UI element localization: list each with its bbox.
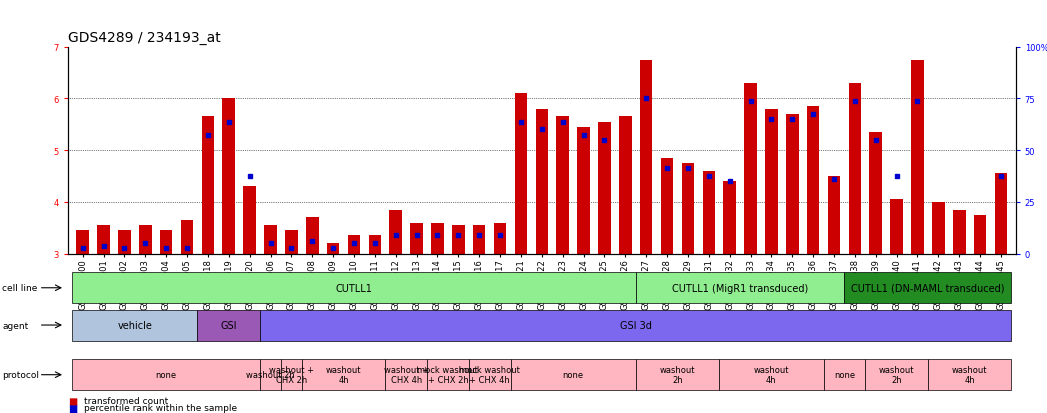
Bar xyxy=(661,159,673,254)
Bar xyxy=(953,210,965,254)
Bar xyxy=(911,60,923,254)
Text: none: none xyxy=(833,370,855,379)
Bar xyxy=(285,231,297,254)
Text: mock washout
+ CHX 2h: mock washout + CHX 2h xyxy=(418,365,478,385)
Text: washout +
CHX 4h: washout + CHX 4h xyxy=(383,365,428,385)
Bar xyxy=(828,177,841,254)
Text: agent: agent xyxy=(2,321,28,330)
Bar xyxy=(723,182,736,254)
Text: transformed count: transformed count xyxy=(84,396,168,405)
Text: GSI 3d: GSI 3d xyxy=(620,320,651,330)
Bar xyxy=(452,225,465,254)
Bar xyxy=(974,215,986,254)
Bar xyxy=(703,171,715,254)
Bar xyxy=(306,218,318,254)
Bar xyxy=(431,223,444,254)
Text: washout
2h: washout 2h xyxy=(660,365,695,385)
Bar xyxy=(202,117,215,254)
Bar xyxy=(807,107,820,254)
Bar xyxy=(682,164,694,254)
Bar xyxy=(556,117,569,254)
Bar xyxy=(890,200,903,254)
Text: percentile rank within the sample: percentile rank within the sample xyxy=(84,403,237,412)
Text: ■: ■ xyxy=(68,396,77,406)
Bar xyxy=(869,133,882,254)
Text: mock washout
+ CHX 4h: mock washout + CHX 4h xyxy=(460,365,520,385)
Bar xyxy=(744,83,757,254)
Bar xyxy=(765,109,778,254)
Text: cell line: cell line xyxy=(2,284,38,292)
Text: GSI: GSI xyxy=(221,320,237,330)
Bar xyxy=(410,223,423,254)
Bar xyxy=(515,94,528,254)
Text: washout 2h: washout 2h xyxy=(246,370,295,379)
Text: GDS4289 / 234193_at: GDS4289 / 234193_at xyxy=(68,31,221,45)
Text: washout
4h: washout 4h xyxy=(952,365,987,385)
Bar xyxy=(849,83,861,254)
Text: washout
4h: washout 4h xyxy=(754,365,789,385)
Bar xyxy=(223,99,235,254)
Bar xyxy=(932,202,944,254)
Bar xyxy=(786,114,799,254)
Bar xyxy=(494,223,507,254)
Bar xyxy=(640,60,652,254)
Text: none: none xyxy=(156,370,177,379)
Bar xyxy=(181,221,194,254)
Text: washout +
CHX 2h: washout + CHX 2h xyxy=(269,365,314,385)
Bar xyxy=(264,225,276,254)
Bar xyxy=(995,174,1007,254)
Bar xyxy=(369,236,381,254)
Bar xyxy=(243,187,255,254)
Bar xyxy=(348,236,360,254)
Bar xyxy=(536,109,548,254)
Text: none: none xyxy=(562,370,583,379)
Bar xyxy=(139,225,152,254)
Bar xyxy=(598,122,610,254)
Bar xyxy=(577,128,589,254)
Text: CUTLL1 (MigR1 transduced): CUTLL1 (MigR1 transduced) xyxy=(672,283,808,293)
Bar xyxy=(473,225,486,254)
Bar xyxy=(327,244,339,254)
Text: CUTLL1 (DN-MAML transduced): CUTLL1 (DN-MAML transduced) xyxy=(851,283,1005,293)
Text: washout
4h: washout 4h xyxy=(326,365,361,385)
Bar xyxy=(619,117,631,254)
Bar xyxy=(160,231,173,254)
Text: protocol: protocol xyxy=(2,370,39,379)
Bar xyxy=(76,231,89,254)
Text: ■: ■ xyxy=(68,403,77,413)
Text: washout
2h: washout 2h xyxy=(878,365,914,385)
Text: vehicle: vehicle xyxy=(117,320,152,330)
Bar xyxy=(118,231,131,254)
Bar xyxy=(97,225,110,254)
Text: CUTLL1: CUTLL1 xyxy=(335,283,373,293)
Bar xyxy=(389,210,402,254)
